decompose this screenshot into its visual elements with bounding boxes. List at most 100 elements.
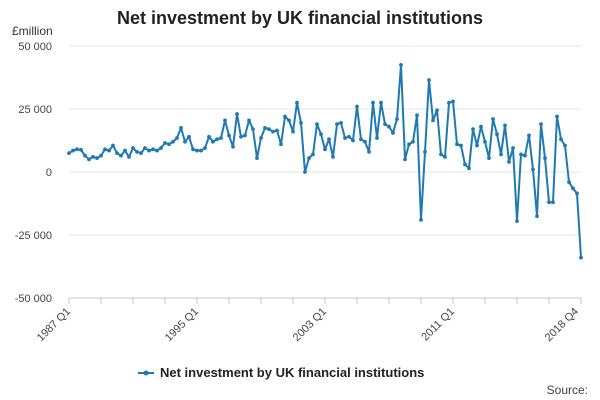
data-point[interactable]: [263, 126, 267, 130]
data-point[interactable]: [239, 134, 243, 139]
data-point[interactable]: [463, 162, 467, 167]
data-point[interactable]: [475, 143, 479, 148]
data-point[interactable]: [539, 122, 543, 127]
data-point[interactable]: [279, 142, 283, 147]
data-point[interactable]: [523, 153, 527, 158]
legend[interactable]: Net investment by UK financial instituti…: [138, 365, 424, 380]
data-point[interactable]: [319, 132, 323, 137]
data-point[interactable]: [231, 144, 235, 149]
data-point[interactable]: [447, 100, 451, 105]
data-point[interactable]: [575, 191, 579, 196]
data-point[interactable]: [271, 129, 275, 134]
data-point[interactable]: [311, 152, 315, 157]
data-point[interactable]: [75, 147, 79, 152]
data-point[interactable]: [443, 154, 447, 159]
data-point[interactable]: [195, 148, 199, 153]
data-point[interactable]: [259, 136, 263, 140]
data-point[interactable]: [147, 148, 151, 153]
data-point[interactable]: [139, 151, 143, 156]
data-point[interactable]: [135, 149, 139, 154]
data-point[interactable]: [407, 142, 411, 147]
data-point[interactable]: [123, 148, 127, 153]
data-point[interactable]: [519, 152, 523, 157]
data-point[interactable]: [95, 156, 99, 161]
data-point[interactable]: [551, 200, 555, 205]
data-point[interactable]: [459, 143, 463, 148]
data-point[interactable]: [155, 148, 159, 153]
data-point[interactable]: [499, 152, 503, 157]
data-point[interactable]: [387, 124, 391, 129]
data-point[interactable]: [167, 142, 171, 147]
data-point[interactable]: [315, 122, 319, 127]
data-point[interactable]: [255, 156, 259, 161]
data-point[interactable]: [467, 166, 471, 171]
data-point[interactable]: [359, 137, 363, 142]
data-point[interactable]: [371, 100, 375, 105]
data-point[interactable]: [111, 143, 115, 148]
data-point[interactable]: [199, 148, 203, 153]
data-point[interactable]: [107, 148, 111, 153]
data-point[interactable]: [267, 127, 271, 132]
data-point[interactable]: [191, 147, 195, 152]
data-point[interactable]: [207, 134, 211, 139]
data-point[interactable]: [251, 127, 255, 132]
data-point[interactable]: [555, 114, 559, 119]
data-point[interactable]: [435, 108, 439, 113]
data-point[interactable]: [235, 112, 239, 116]
data-point[interactable]: [487, 156, 491, 161]
data-point[interactable]: [367, 149, 371, 154]
data-point[interactable]: [187, 134, 191, 139]
data-point[interactable]: [419, 217, 423, 222]
data-point[interactable]: [215, 137, 219, 142]
data-point[interactable]: [159, 146, 163, 150]
data-point[interactable]: [363, 139, 367, 144]
data-point[interactable]: [171, 139, 175, 144]
data-point[interactable]: [351, 138, 355, 143]
data-point[interactable]: [483, 139, 487, 144]
data-point[interactable]: [495, 132, 499, 137]
data-point[interactable]: [431, 118, 435, 123]
data-point[interactable]: [211, 139, 215, 144]
data-point[interactable]: [543, 156, 547, 161]
data-point[interactable]: [331, 154, 335, 159]
data-point[interactable]: [335, 122, 339, 127]
data-point[interactable]: [571, 186, 575, 191]
data-point[interactable]: [527, 133, 531, 138]
data-point[interactable]: [439, 152, 443, 157]
data-point[interactable]: [219, 136, 223, 140]
data-point[interactable]: [579, 255, 583, 260]
data-point[interactable]: [383, 122, 387, 127]
data-point[interactable]: [503, 123, 507, 128]
data-point[interactable]: [535, 214, 539, 219]
data-point[interactable]: [515, 219, 519, 224]
data-point[interactable]: [423, 149, 427, 154]
data-point[interactable]: [151, 147, 155, 152]
data-point[interactable]: [203, 146, 207, 150]
data-point[interactable]: [287, 118, 291, 123]
data-point[interactable]: [451, 99, 455, 104]
data-point[interactable]: [391, 131, 395, 135]
data-point[interactable]: [455, 142, 459, 147]
data-point[interactable]: [143, 146, 147, 150]
data-point[interactable]: [559, 137, 563, 142]
data-point[interactable]: [71, 148, 75, 153]
data-point[interactable]: [415, 113, 419, 118]
data-point[interactable]: [79, 147, 83, 152]
data-point[interactable]: [83, 153, 87, 158]
data-point[interactable]: [115, 151, 119, 156]
data-point[interactable]: [119, 153, 123, 158]
data-point[interactable]: [179, 126, 183, 130]
data-point[interactable]: [355, 104, 359, 109]
data-point[interactable]: [379, 100, 383, 105]
data-point[interactable]: [479, 124, 483, 129]
data-point[interactable]: [67, 151, 71, 156]
data-point[interactable]: [507, 160, 511, 164]
data-point[interactable]: [99, 153, 103, 158]
data-point[interactable]: [283, 114, 287, 119]
data-point[interactable]: [327, 137, 331, 142]
data-point[interactable]: [183, 139, 187, 144]
data-point[interactable]: [567, 180, 571, 184]
data-point[interactable]: [399, 63, 403, 67]
data-point[interactable]: [275, 128, 279, 133]
data-point[interactable]: [223, 118, 227, 123]
